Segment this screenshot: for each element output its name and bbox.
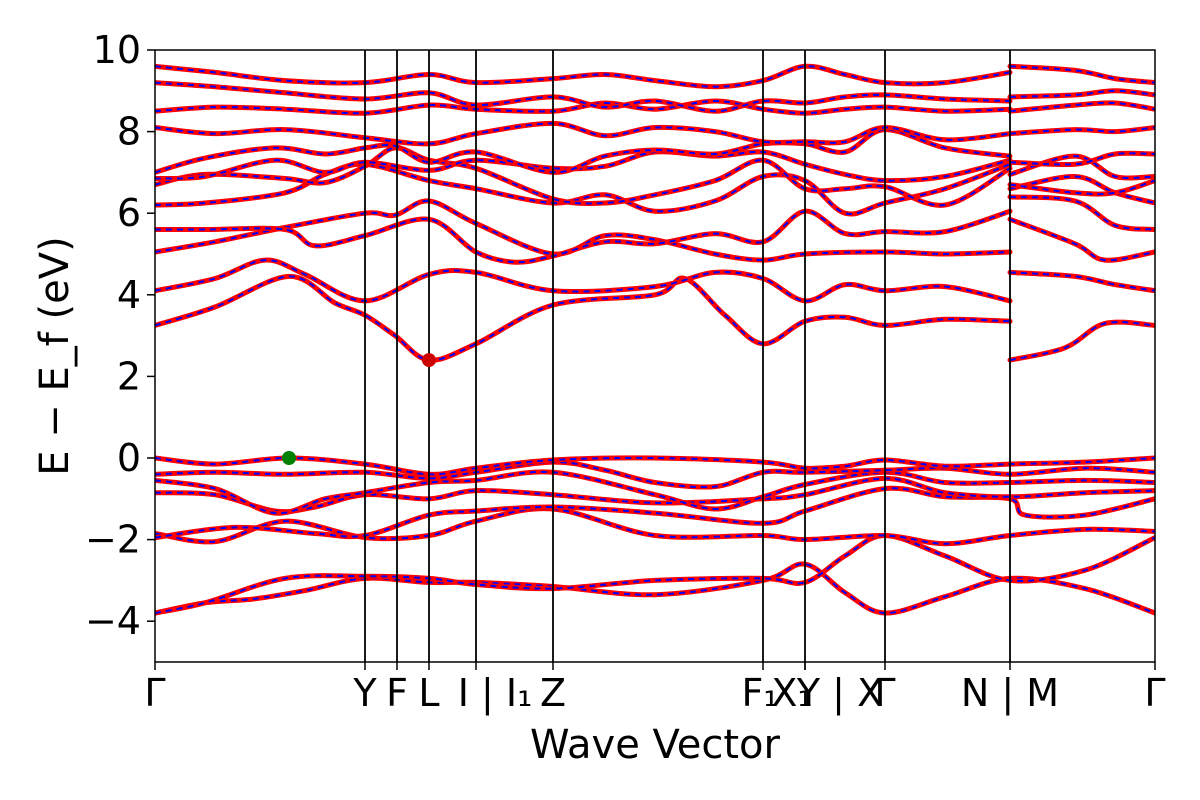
- band-1-blue-dashed-seg-0: [155, 534, 1155, 614]
- x-axis-label: Wave Vector: [530, 722, 781, 768]
- y-tick-label-4: 4: [117, 273, 141, 317]
- band-8-blue-dashed-seg-1: [1009, 321, 1155, 362]
- band-9-blue-dashed-seg-1: [1009, 271, 1155, 292]
- y-axis-label: E − E_f (eV): [32, 236, 78, 475]
- band-12-red-seg-0: [155, 161, 1013, 217]
- band-15-blue-dashed-seg-1: [1009, 152, 1155, 166]
- band-5-blue-dashed-seg-0: [155, 470, 1155, 515]
- y-tick-label-5: 6: [117, 191, 141, 235]
- band-4-red-seg-0: [155, 475, 1155, 515]
- x-tick-label-7: X₁: [771, 671, 812, 715]
- band-12-blue-dashed-seg-1: [1009, 175, 1155, 204]
- band-16-blue-dashed-seg-0: [155, 122, 1011, 145]
- band-17-blue-dashed-seg-1: [1009, 101, 1155, 113]
- x-tick-label-2: F: [386, 671, 408, 715]
- x-tick-label-10: N | M: [961, 671, 1059, 716]
- x-tick-label-11: Γ: [1144, 671, 1165, 715]
- band-0-blue-dashed-seg-0: [155, 562, 1155, 615]
- band-3-blue-dashed-seg-0: [155, 487, 1155, 539]
- band-13-blue-dashed-seg-0: [155, 146, 1011, 207]
- y-tick-label-7: 10: [93, 28, 141, 72]
- x-tick-label-9: Γ: [874, 671, 895, 715]
- high-symmetry-lines: [364, 50, 1011, 662]
- x-tick-label-0: Γ: [144, 671, 165, 715]
- band-16-red-seg-0: [155, 120, 1013, 147]
- band-14-blue-dashed-seg-1: [1009, 155, 1155, 179]
- y-tick-label-1: −2: [85, 518, 141, 562]
- band-2-blue-dashed-seg-0: [155, 507, 1155, 545]
- x-tick-label-5: Z: [540, 671, 566, 715]
- extrema-markers: [282, 353, 436, 465]
- band-1-red-seg-0: [155, 532, 1155, 616]
- band-15-blue-dashed-seg-0: [155, 128, 1011, 174]
- band-11-blue-dashed-seg-0: [155, 210, 1011, 264]
- band-19-blue-dashed-seg-1: [1009, 65, 1155, 84]
- band-9-red-seg-0: [155, 257, 1013, 304]
- x-tick-label-8: Y | X: [796, 671, 883, 716]
- band-11-red-seg-1: [1007, 194, 1155, 232]
- y-tick-label-6: 8: [117, 110, 141, 154]
- x-tick-label-4: I | I₁: [458, 671, 533, 716]
- band-14-blue-dashed-seg-0: [155, 150, 1011, 182]
- vbm-marker: [282, 451, 296, 465]
- band-11-blue-dashed-seg-1: [1009, 195, 1155, 231]
- band-8-blue-dashed-seg-0: [155, 275, 1011, 362]
- x-tick-label-3: L: [418, 671, 439, 715]
- band-16-blue-dashed-seg-1: [1009, 126, 1155, 135]
- y-tick-label-0: −4: [85, 599, 141, 643]
- band-10-red-seg-1: [1007, 216, 1155, 263]
- band-13-blue-dashed-seg-1: [1009, 179, 1155, 196]
- band-9-blue-dashed-seg-0: [155, 259, 1011, 302]
- band-17-red-seg-1: [1007, 100, 1155, 114]
- band-6-red-seg-0: [155, 459, 1155, 490]
- band-7-blue-dashed-seg-0: [155, 456, 1155, 476]
- y-tick-label-3: 2: [117, 354, 141, 398]
- band-lines: [155, 63, 1155, 616]
- band-18-blue-dashed-seg-0: [155, 81, 1011, 113]
- band-0-red-seg-0: [155, 561, 1155, 616]
- band-19-blue-dashed-seg-0: [155, 65, 1011, 88]
- plot-frame: [154, 49, 1156, 663]
- y-tick-label-2: 0: [117, 436, 141, 480]
- x-tick-label-6: F₁: [741, 671, 778, 715]
- band-11-red-seg-0: [155, 208, 1013, 265]
- band-8-red-seg-1: [1007, 319, 1155, 363]
- y-axis-ticks: −4 −2 0 2 4 6 8 10: [85, 28, 155, 643]
- x-tick-label-1: Y: [352, 671, 377, 715]
- cbm-marker: [422, 353, 436, 368]
- band-18-blue-dashed-seg-1: [1009, 89, 1155, 98]
- band-12-blue-dashed-seg-0: [155, 163, 1011, 215]
- band-10-blue-dashed-seg-0: [155, 199, 1011, 262]
